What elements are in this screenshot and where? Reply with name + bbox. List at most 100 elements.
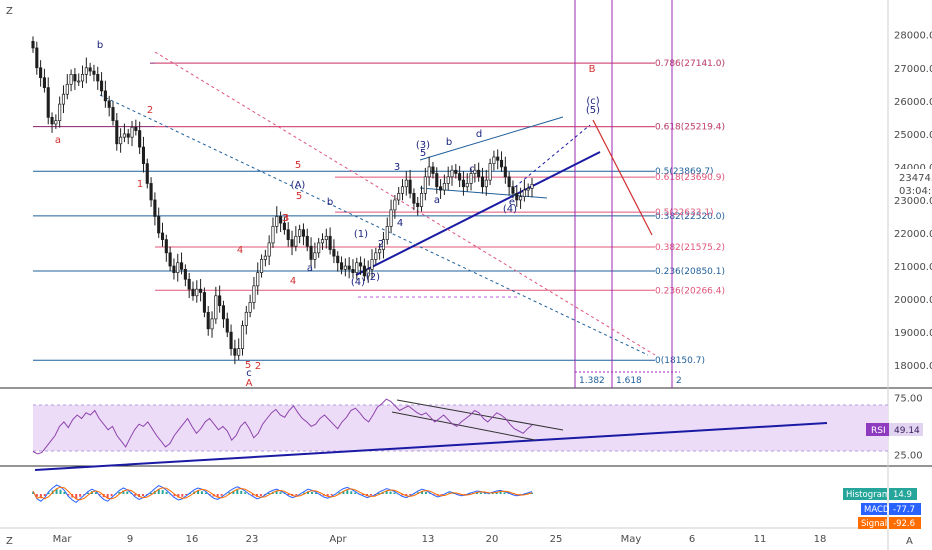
macd-histogram-bar [55,488,58,494]
macd-histogram-bar [35,494,38,497]
candle-body [73,74,77,82]
candle-body [416,202,420,207]
candle-body [164,239,168,254]
wave-label: e [509,197,515,208]
wave-label: 2 [255,361,261,372]
macd-histogram-bar [303,492,306,494]
macd-histogram-bar [287,494,290,496]
macd-histogram-bar [326,494,329,497]
time-tick-label: 25 [550,534,563,545]
signal-value: -92.6 [893,519,915,529]
wave-label: (3) [416,140,430,151]
macd-histogram-bar [275,491,278,494]
macd-histogram-bar [432,494,435,495]
macd-histogram-bar [181,494,184,497]
macd-histogram-bar [43,494,46,497]
macd-histogram-bar [507,493,510,494]
time-tick-label: 23 [246,534,259,545]
wave-label: b [97,40,103,51]
candle-body [263,255,267,260]
wave-label: 2 [147,105,153,116]
time-axis[interactable]: Mar 9 16 23 Apr 13 20 25 May 6 11 18 [53,534,827,545]
wave-label: c [246,368,252,379]
macd-histogram-bar [330,494,333,496]
candle-body [199,288,203,293]
wave-label: a [434,195,440,206]
bar-countdown: 03:04:31 [899,186,932,197]
time-fib-label: 2 [676,376,682,386]
target-projection-arrow [592,119,653,236]
candle-body [362,265,366,277]
candle-body [465,183,469,188]
candle-body [317,242,321,254]
macd-histogram-bar [79,494,82,497]
candle-body [149,183,153,201]
macd-histogram-bar [106,494,109,499]
macd-histogram-bar [385,490,388,494]
rsi-tick-label: 25.00 [894,451,923,462]
price-tick-label: 18000.0 [894,361,932,372]
macd-histogram-bar [126,491,129,494]
candle-body [259,259,264,274]
macd-histogram-bar [377,492,380,494]
macd-value-tags: Histogram 14.9 MACD -77.7 Signal -92.6 [843,488,921,529]
fib-red-level-label: 0.618(25219.4) [655,123,725,133]
fib-level-label: 0.5(23869.7) [655,167,714,177]
macd-histogram-bar [145,494,148,495]
wave-label: 2 [378,239,384,250]
candle-body [332,249,336,257]
candle-body [214,295,218,320]
wave-label: (4) [351,277,365,288]
wave-label: (1) [354,229,368,240]
time-tick-label: 6 [689,534,695,545]
macd-histogram-bar [161,490,164,494]
price-tick-label: 23000.0 [894,196,932,207]
candle-body [347,265,351,270]
candle-body [80,74,85,82]
macd-histogram-bar [503,492,506,494]
candle-body [229,331,233,350]
macd-histogram-bar [393,492,396,494]
rsi-value-tag: RSI 49.14 [866,423,923,436]
corner-marker-top-left[interactable]: Z [6,6,13,17]
candle-body [454,169,458,174]
candle-body [511,186,515,194]
wave-label: 3 [394,162,400,173]
time-tick-label: 9 [127,534,133,545]
wave-label: 4 [237,245,243,256]
candle-body [408,179,412,194]
wave-label: A [246,378,253,389]
price-tick-label: 25000.0 [894,130,932,141]
candle-body [271,226,275,244]
triangle-upper [419,116,564,161]
candle-body [343,265,347,270]
rsi-channel-upper [396,399,564,431]
candle-body [427,166,431,178]
macd-histogram-bar [67,494,70,496]
candle-body [530,183,534,189]
candle-body [275,216,279,227]
candle-body [461,179,465,188]
wave-label: 3 [283,213,289,224]
candle-body [393,199,397,211]
corner-marker-bottom-right[interactable]: A [906,536,913,547]
candle-body [183,268,187,280]
candle-body [100,80,104,92]
macd-histogram-bar [87,492,90,494]
macd-histogram-bar [362,494,365,496]
candle-body [240,325,245,350]
candle-body [515,192,519,201]
wave-label: B [589,64,596,75]
candle-body [119,136,123,145]
macd-histogram-bar [75,494,78,499]
macd-histogram-bar [346,490,349,494]
fibonacci-levels: 0.786(27141.0) 0.618(25219.4) 0.5(23869.7)… [33,59,725,366]
macd-histogram-bar [59,489,62,494]
wave-label: (c) [586,96,599,107]
macd-histogram-bar [342,490,345,494]
macd-histogram-bar [200,491,203,494]
corner-marker-bottom-left[interactable]: Z [6,536,13,547]
candle-body [294,235,298,247]
